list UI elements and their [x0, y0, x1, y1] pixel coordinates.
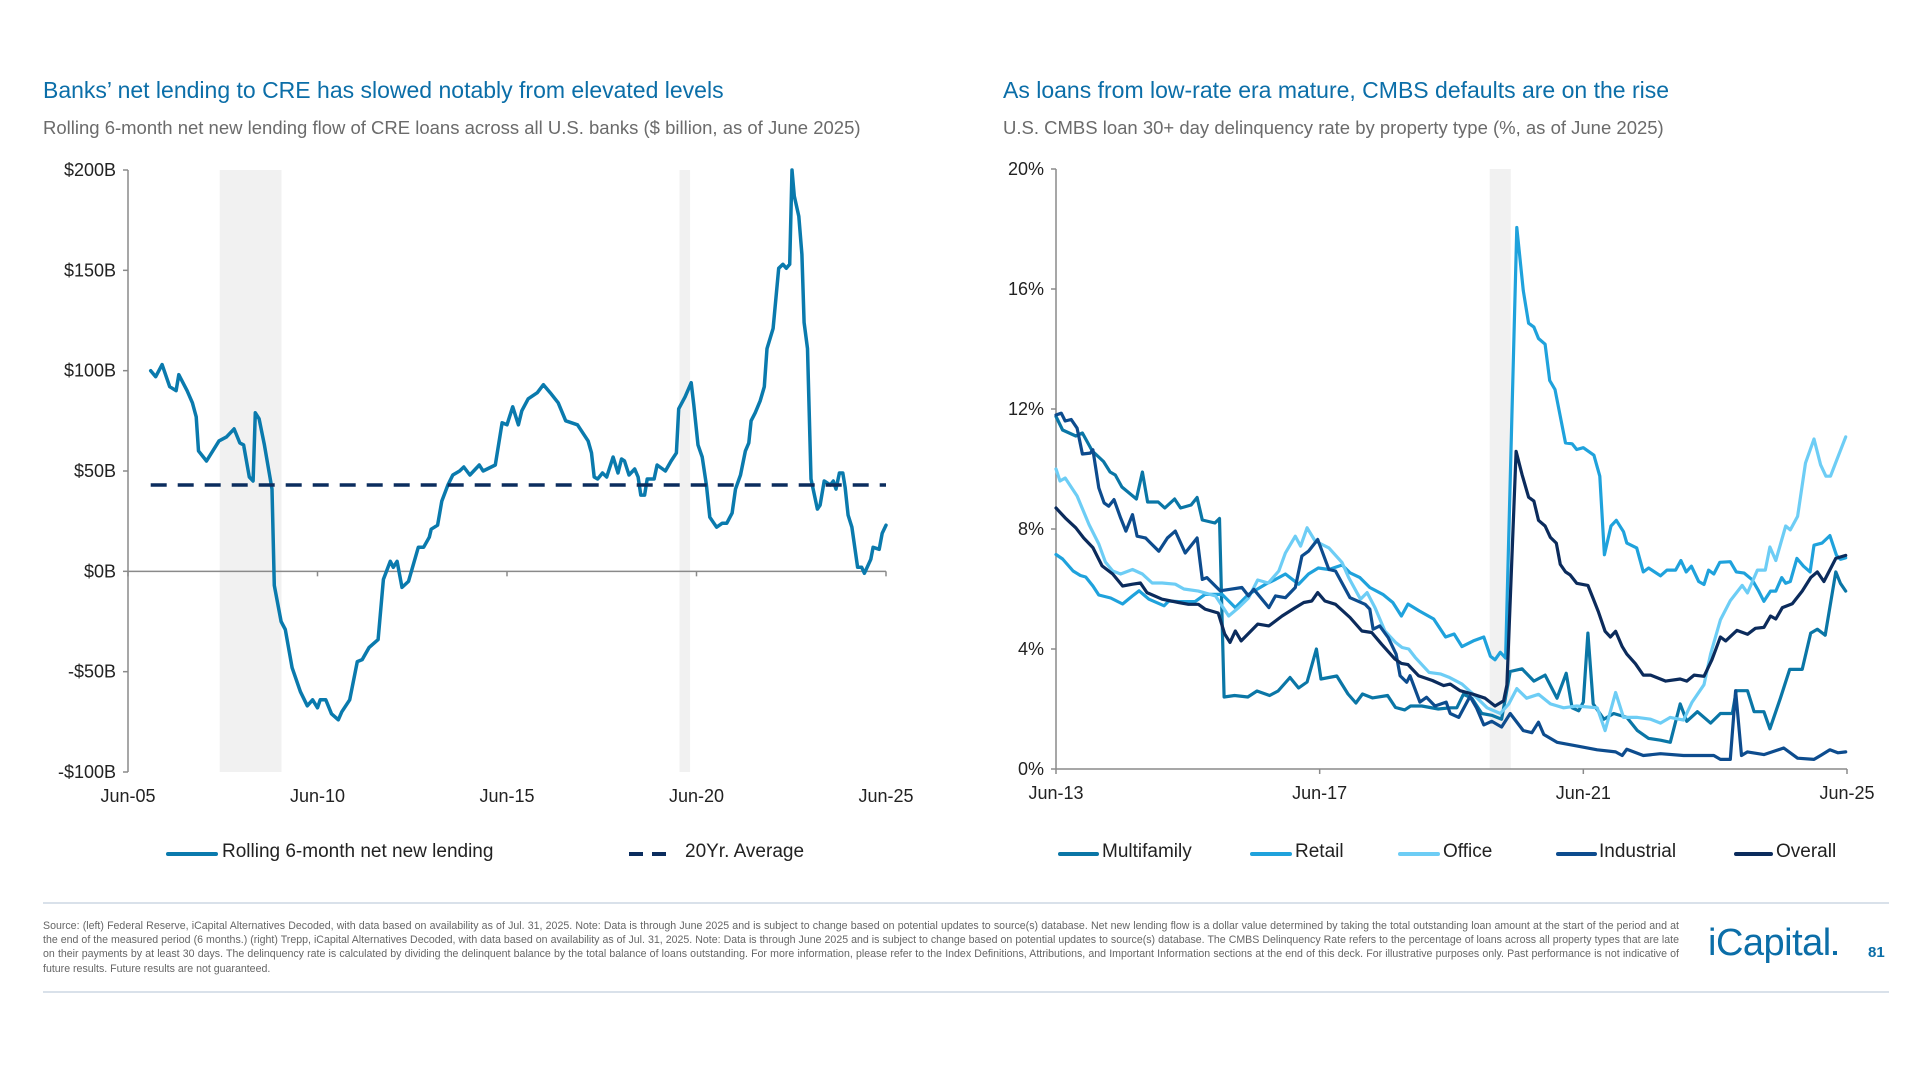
x-tick-label: Jun-15 — [479, 786, 534, 806]
legend-label-lending: Rolling 6-month net new lending — [222, 841, 494, 862]
y-tick-label: $100B — [64, 361, 116, 381]
legend-swatch-overall — [1734, 852, 1773, 856]
y-tick-label: 12% — [1008, 399, 1044, 419]
x-tick-label: Jun-05 — [100, 786, 155, 806]
right-chart-subtitle: U.S. CMBS loan 30+ day delinquency rate … — [1003, 117, 1664, 138]
x-tick-label: Jun-25 — [858, 786, 913, 806]
footer-divider-top — [43, 902, 1889, 904]
x-tick-label: Jun-21 — [1556, 783, 1611, 803]
legend-label-multifamily: Multifamily — [1102, 841, 1192, 862]
left-chart: $200B $150B $100B $50B $0B -$50B -$100B Jun-05 J… — [58, 160, 914, 806]
x-tick-label: Jun-20 — [669, 786, 724, 806]
y-tick-label: 4% — [1018, 639, 1044, 659]
logo-dot — [1832, 951, 1837, 955]
recession-shading — [219, 170, 282, 772]
series-line-multifamily — [1054, 414, 1848, 744]
legend-label-office: Office — [1443, 841, 1493, 862]
x-tick-label: Jun-10 — [290, 786, 345, 806]
series-line-industrial — [1054, 411, 1848, 761]
y-tick-label: -$100B — [58, 762, 116, 782]
source-footnote: Source: (left) Federal Reserve, iCapital… — [43, 920, 1679, 975]
y-tick-label: 16% — [1008, 279, 1044, 299]
recession-shading — [679, 170, 691, 772]
footer-divider-bottom — [43, 991, 1889, 993]
y-tick-label: $150B — [64, 260, 116, 280]
y-tick-label: 0% — [1018, 759, 1044, 779]
series-line-retail — [1054, 225, 1848, 662]
y-tick-label: $0B — [84, 561, 116, 581]
legend-label-retail: Retail — [1295, 841, 1344, 862]
legend-swatch-multifamily — [1058, 852, 1099, 856]
x-tick-label: Jun-25 — [1819, 783, 1874, 803]
right-chart-title: As loans from low-rate era mature, CMBS … — [1003, 77, 1670, 103]
legend-swatch-lending — [166, 852, 218, 856]
x-tick-label: Jun-13 — [1028, 783, 1083, 803]
legend-label-overall: Overall — [1776, 841, 1837, 862]
right-chart: 20% 16% 12% 8% 4% 0% Jun-13 Jun-17 Jun-21 Jun-25 — [1008, 159, 1875, 803]
icapital-logo: iCapital — [1708, 922, 1837, 965]
series-line-office — [1054, 435, 1848, 733]
legend-swatch-industrial — [1556, 852, 1597, 856]
x-tick-label: Jun-17 — [1292, 783, 1347, 803]
logo-text: iCapital — [1708, 922, 1831, 964]
series-line-overall — [1054, 449, 1848, 708]
y-tick-label: $50B — [74, 461, 116, 481]
left-chart-title: Banks’ net lending to CRE has slowed not… — [43, 77, 724, 103]
legend-swatch-average — [629, 852, 675, 856]
y-tick-label: $200B — [64, 160, 116, 180]
legend-swatch-retail — [1250, 852, 1292, 856]
legend-label-average: 20Yr. Average — [685, 841, 805, 862]
legend-label-industrial: Industrial — [1599, 841, 1677, 862]
series-line-rolling-6-month-net-new-lending — [148, 168, 888, 722]
page-number: 81 — [1868, 944, 1885, 961]
left-chart-subtitle: Rolling 6-month net new lending flow of … — [43, 117, 861, 138]
legend-swatch-office — [1398, 852, 1440, 856]
y-tick-label: 20% — [1008, 159, 1044, 179]
y-tick-label: 8% — [1018, 519, 1044, 539]
y-tick-label: -$50B — [68, 662, 116, 682]
